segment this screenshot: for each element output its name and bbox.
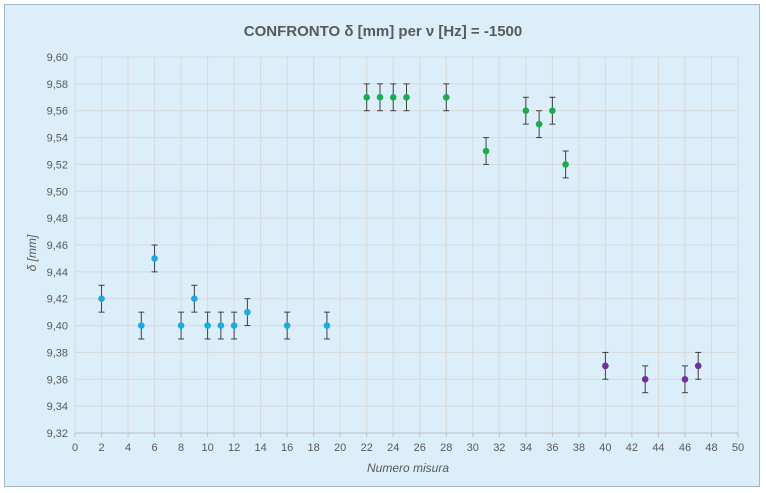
x-tick-label: 8 (178, 442, 184, 454)
x-tick-label: 4 (125, 442, 131, 454)
x-tick-label: 32 (493, 442, 505, 454)
x-tick-label: 40 (599, 442, 611, 454)
x-tick-label: 18 (308, 442, 320, 454)
data-point (177, 322, 185, 329)
x-tick-label: 0 (72, 442, 78, 454)
data-point (389, 93, 397, 101)
x-tick-label: 36 (546, 442, 558, 454)
x-tick-label: 6 (151, 442, 157, 454)
data-point (535, 120, 543, 128)
data-point (482, 147, 490, 155)
x-tick-label: 50 (732, 442, 744, 454)
data-point (244, 308, 251, 316)
y-tick-label: 9,56 (47, 106, 68, 118)
x-tick-label: 30 (467, 442, 479, 454)
y-tick-label: 9,48 (47, 213, 68, 225)
data-point (363, 93, 371, 101)
data-point (217, 322, 225, 329)
y-tick-label: 9,50 (47, 186, 68, 198)
tick-labels: 0 2 4 6 8 10 12 14 16 18 20 22 24 26 28 30 32 34 36 38 40 42 4… (47, 52, 745, 454)
data-point (522, 107, 530, 115)
data-point (562, 161, 569, 168)
y-tick-label: 9,38 (47, 347, 68, 359)
y-tick-label: 9,40 (47, 321, 68, 333)
data-point (403, 93, 410, 101)
y-tick-label: 9,58 (47, 79, 68, 91)
axes (74, 432, 739, 437)
y-tick-label: 9,34 (47, 401, 68, 413)
x-tick-label: 48 (705, 442, 717, 454)
x-tick-label: 2 (98, 442, 104, 454)
data-point (376, 93, 384, 101)
chart-title: CONFRONTO δ [mm] per ν [Hz] = -1500 (244, 23, 522, 40)
x-tick-label: 12 (228, 442, 240, 454)
y-tick-label: 9,46 (47, 240, 68, 252)
y-tick-label: 9,32 (47, 428, 68, 440)
x-tick-label: 16 (281, 442, 293, 454)
data-point (549, 107, 556, 115)
data-point (283, 322, 291, 329)
x-tick-label: 34 (520, 442, 532, 454)
x-axis-title: Numero misura (367, 461, 449, 475)
x-tick-label: 28 (440, 442, 452, 454)
data-point (442, 93, 450, 101)
x-tick-label: 20 (334, 442, 346, 454)
data-point (694, 362, 702, 370)
y-tick-label: 9,42 (47, 294, 68, 306)
data-point (602, 362, 609, 370)
data-point (681, 375, 689, 383)
data-point (323, 322, 331, 329)
x-tick-label: 24 (387, 442, 399, 454)
y-tick-label: 9,52 (47, 159, 68, 171)
data-point (641, 375, 649, 383)
data-point (98, 295, 105, 303)
data-point (191, 295, 198, 303)
y-tick-label: 9,54 (47, 133, 68, 145)
y-tick-label: 9,44 (47, 267, 68, 279)
data-point (151, 255, 158, 262)
x-tick-label: 46 (679, 442, 691, 454)
data-point (230, 322, 238, 329)
x-tick-label: 10 (201, 442, 213, 454)
y-axis-title: δ [mm] (25, 234, 39, 271)
grid (74, 56, 739, 434)
x-tick-label: 42 (626, 442, 638, 454)
data-point (204, 322, 211, 329)
data-points (98, 83, 702, 394)
y-tick-label: 9,36 (47, 374, 68, 386)
x-tick-label: 14 (255, 442, 267, 454)
x-tick-label: 26 (414, 442, 426, 454)
data-point (138, 322, 145, 329)
y-tick-label: 9,60 (47, 52, 68, 64)
x-tick-label: 38 (573, 442, 585, 454)
x-tick-label: 22 (361, 442, 373, 454)
x-tick-label: 44 (652, 442, 664, 454)
